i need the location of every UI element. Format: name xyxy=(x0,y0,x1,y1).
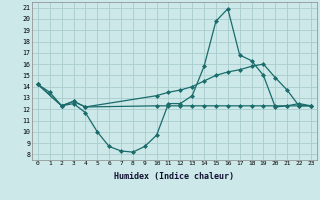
X-axis label: Humidex (Indice chaleur): Humidex (Indice chaleur) xyxy=(115,172,234,181)
